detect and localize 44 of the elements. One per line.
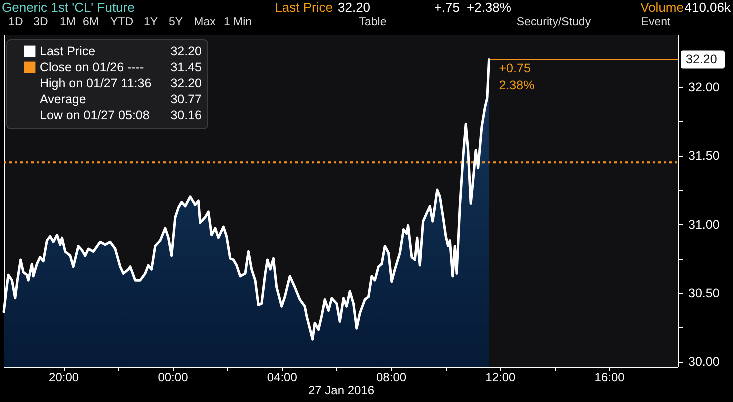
annotation: Low on 01/27 05:08 xyxy=(40,108,150,122)
text: 3D xyxy=(34,16,48,28)
annotation: 31.45 xyxy=(170,60,202,74)
annotation: High on 01/27 11:36 xyxy=(40,76,152,90)
annotation: 30.16 xyxy=(170,108,202,122)
x-tick-label: 12:00 xyxy=(486,370,516,384)
text: 410.06k xyxy=(684,0,732,15)
annotation: 30.77 xyxy=(170,92,202,106)
y-tick-label: 30.00 xyxy=(688,355,720,370)
x-tick-label: 08:00 xyxy=(376,370,407,384)
text: 32.20 xyxy=(338,0,371,15)
text: Last Price xyxy=(275,0,333,15)
legend-label: Last Price xyxy=(40,44,96,58)
text: 1D xyxy=(8,16,24,28)
text: Security/Study xyxy=(516,16,592,28)
x-axis-title: 27 Jan 2016 xyxy=(308,384,375,398)
text: Max xyxy=(194,16,216,28)
y-tick-label: 31.50 xyxy=(688,149,720,164)
text: +2.38% xyxy=(467,0,512,15)
x-tick-label: 16:00 xyxy=(594,370,626,384)
annotation: Average xyxy=(40,92,86,106)
text: 1 Min xyxy=(224,16,252,28)
y-tick-label: 31.00 xyxy=(688,218,720,232)
text: Event xyxy=(641,16,672,28)
annotation: 32.20 xyxy=(170,76,202,90)
text: 1M xyxy=(60,16,76,28)
ref-line-label: 32.20 xyxy=(686,52,718,67)
text: YTD xyxy=(110,16,134,28)
annotation: 32.20 xyxy=(170,44,202,58)
x-tick-label: 04:00 xyxy=(267,370,298,384)
y-tick-label: 30.50 xyxy=(688,286,720,300)
text: Volume xyxy=(640,0,684,15)
x-tick-label: 00:00 xyxy=(158,370,189,384)
legend-label: Close on 01/26 ---- xyxy=(40,60,144,74)
text: 5Y xyxy=(168,16,184,28)
annotation: +0.75 xyxy=(499,62,531,76)
text: 1Y xyxy=(144,16,158,28)
text: 6M xyxy=(83,16,99,28)
chart-title: Generic 1st 'CL' Future xyxy=(2,0,135,15)
text: +.75 xyxy=(434,0,460,15)
annotation: 2.38% xyxy=(499,78,535,93)
y-tick-label: 32.00 xyxy=(688,80,720,95)
text: Table xyxy=(359,16,387,28)
x-tick-label: 20:00 xyxy=(49,370,80,384)
